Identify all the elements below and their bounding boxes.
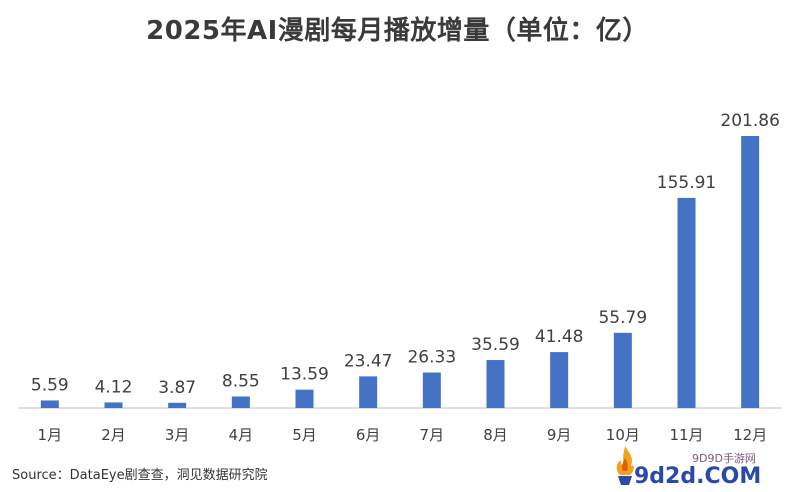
x-tick-label-10: 10月 <box>606 426 640 444</box>
bar-10 <box>613 332 632 408</box>
value-label-5: 13.59 <box>280 365 329 385</box>
x-tick-label-9: 9月 <box>547 426 572 444</box>
bar-5 <box>295 389 314 408</box>
x-tick-label-5: 5月 <box>292 426 317 444</box>
value-label-1: 5.59 <box>31 375 69 395</box>
source-note: Source：DataEye剧查查，洞见数据研究院 <box>12 468 268 483</box>
value-label-10: 55.79 <box>598 308 647 328</box>
x-tick-label-11: 11月 <box>669 426 703 444</box>
chart-title: 2025年AI漫剧每月播放增量（单位：亿） <box>146 16 649 46</box>
value-label-3: 3.87 <box>158 378 196 398</box>
bar-8 <box>486 360 505 408</box>
bar-6 <box>359 376 378 408</box>
value-label-12: 201.86 <box>720 111 779 131</box>
value-label-6: 23.47 <box>344 351 393 371</box>
flame-logo-icon <box>616 446 634 485</box>
value-label-11: 155.91 <box>657 173 716 193</box>
bar-9 <box>550 352 569 408</box>
value-label-7: 26.33 <box>407 348 456 368</box>
x-tick-label-3: 3月 <box>165 426 190 444</box>
watermark-logo: 9D9D手游网 9d2d.COM <box>612 438 792 490</box>
value-label-8: 35.59 <box>471 335 520 355</box>
x-tick-label-8: 8月 <box>483 426 508 444</box>
bar-1 <box>40 400 59 408</box>
bar-2 <box>104 402 123 408</box>
bar-3 <box>168 402 187 408</box>
x-tick-label-7: 7月 <box>420 426 445 444</box>
watermark-text: 9d2d.COM <box>634 464 762 489</box>
x-tick-label-4: 4月 <box>229 426 254 444</box>
x-tick-label-2: 2月 <box>101 426 126 444</box>
bar-4 <box>231 396 250 408</box>
x-tick-label-12: 12月 <box>733 426 767 444</box>
value-label-4: 8.55 <box>222 371 260 391</box>
bar-11 <box>677 197 696 408</box>
bar-12 <box>741 136 760 408</box>
watermark-subtext: 9D9D手游网 <box>692 452 756 465</box>
x-tick-label-6: 6月 <box>356 426 381 444</box>
x-tick-label-1: 1月 <box>38 426 63 444</box>
bar-7 <box>422 372 441 408</box>
value-label-9: 41.48 <box>535 327 584 347</box>
value-label-2: 4.12 <box>95 377 133 397</box>
